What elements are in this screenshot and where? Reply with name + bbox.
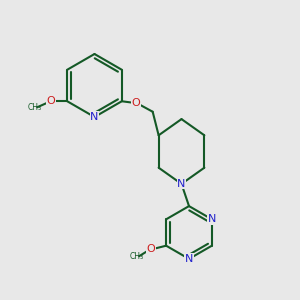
Text: N: N: [90, 112, 99, 122]
Text: O: O: [132, 98, 141, 108]
Text: CH₃: CH₃: [130, 252, 144, 261]
Text: N: N: [208, 214, 216, 224]
Text: N: N: [177, 179, 186, 189]
Text: O: O: [147, 244, 155, 254]
Text: CH₃: CH₃: [27, 103, 41, 112]
Text: N: N: [185, 254, 193, 264]
Text: O: O: [46, 96, 55, 106]
